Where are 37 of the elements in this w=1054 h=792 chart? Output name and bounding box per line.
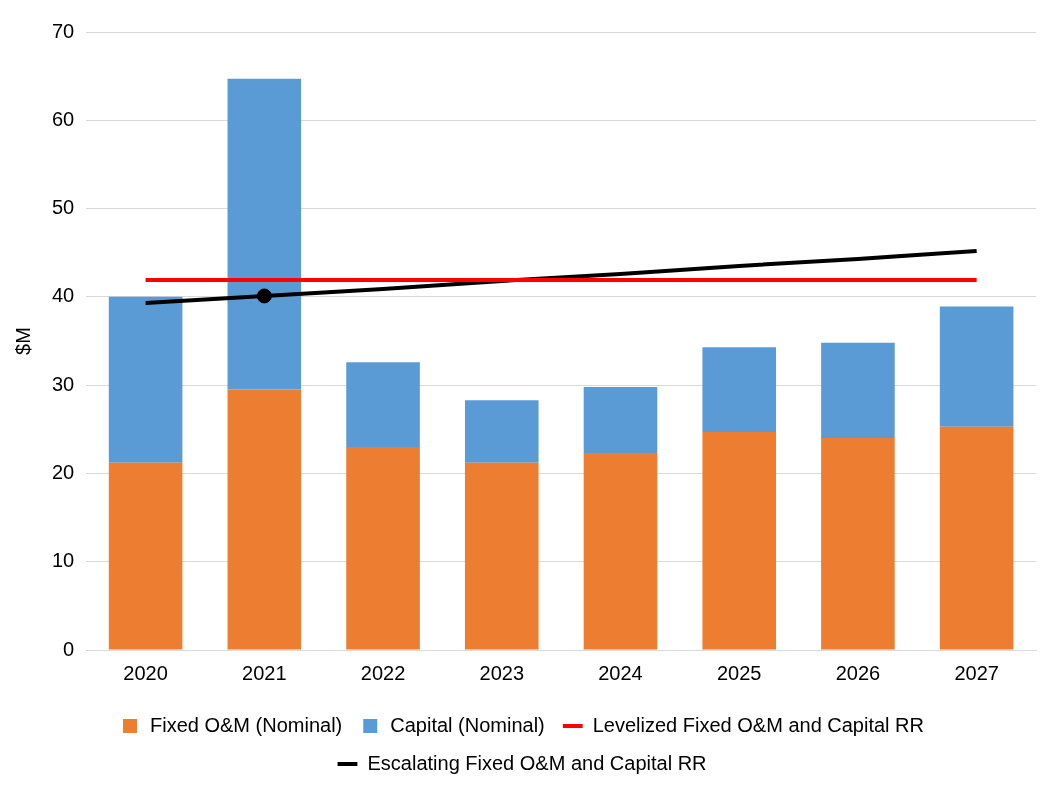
bar xyxy=(108,296,183,463)
y-tick-label: 70 xyxy=(52,19,75,42)
y-tick-label: 30 xyxy=(52,372,75,395)
bar xyxy=(227,78,302,390)
y-tick-label: 40 xyxy=(52,284,75,307)
bar xyxy=(108,462,183,650)
bar xyxy=(464,400,539,463)
y-tick-label: 50 xyxy=(52,196,75,219)
y-tick-label: 10 xyxy=(52,549,75,572)
x-tick-label: 2024 xyxy=(598,661,643,684)
legend-label: Fixed O&M (Nominal) xyxy=(150,713,343,736)
bar xyxy=(821,342,895,439)
bar xyxy=(346,362,420,447)
bar xyxy=(227,389,302,650)
x-tick-label: 2026 xyxy=(835,661,881,684)
bar xyxy=(583,453,658,650)
legend-label: Escalating Fixed O&M and Capital RR xyxy=(367,751,707,774)
bar xyxy=(464,462,539,650)
y-axis-title: $M xyxy=(11,327,34,355)
bar xyxy=(346,446,420,650)
bar xyxy=(821,438,895,650)
bar xyxy=(583,386,658,454)
x-tick-label: 2027 xyxy=(954,661,999,684)
bar xyxy=(939,426,1014,650)
legend-label: Levelized Fixed O&M and Capital RR xyxy=(592,713,925,736)
y-tick-label: 0 xyxy=(63,637,75,660)
y-tick-label: 60 xyxy=(52,107,75,130)
x-tick-label: 2022 xyxy=(360,661,406,684)
x-tick-label: 2020 xyxy=(123,661,168,684)
x-tick-label: 2021 xyxy=(242,661,287,684)
x-tick-label: 2023 xyxy=(479,661,525,684)
bar xyxy=(939,306,1014,427)
y-tick-label: 20 xyxy=(52,460,75,483)
bar xyxy=(702,431,777,650)
legend-label: Capital (Nominal) xyxy=(390,713,545,736)
bar xyxy=(702,347,777,432)
x-tick-label: 2025 xyxy=(716,661,762,684)
